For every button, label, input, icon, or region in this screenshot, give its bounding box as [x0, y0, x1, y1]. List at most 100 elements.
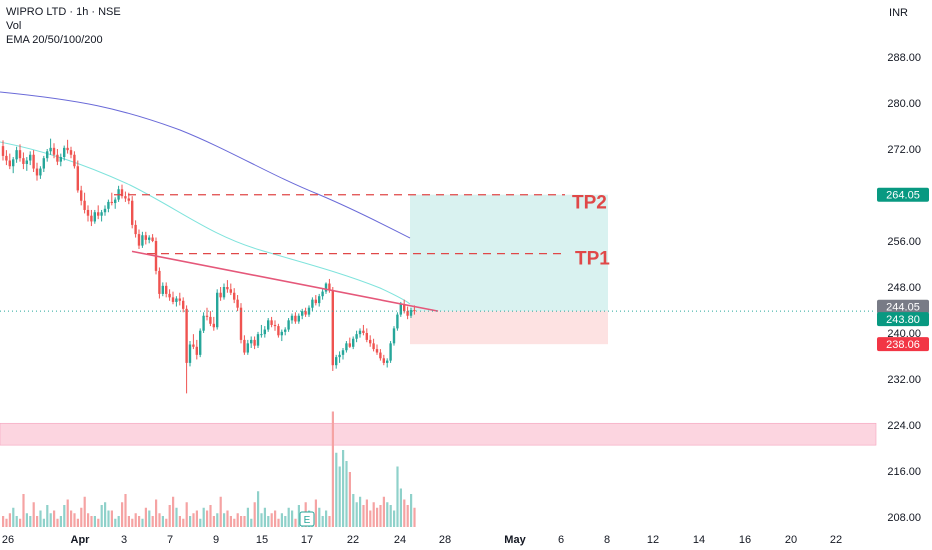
candle [97, 205, 100, 220]
candle [39, 166, 42, 179]
x-axis-tick: 3 [121, 534, 127, 546]
candle [335, 354, 338, 369]
candle [188, 341, 192, 367]
volume-bar [39, 510, 42, 527]
candle-body [114, 199, 117, 204]
candle-body [314, 299, 317, 304]
candle [226, 280, 229, 293]
ema-indicator-label[interactable]: EMA 20/50/100/200 [6, 34, 103, 46]
volume-bar [257, 491, 260, 527]
candle-body [73, 154, 76, 167]
candle-body [318, 296, 321, 304]
x-axis-tick: 20 [785, 534, 797, 546]
candle [358, 328, 362, 338]
candle [294, 312, 297, 324]
candle [59, 153, 62, 167]
candle-body [287, 320, 290, 330]
volume-bar [362, 505, 365, 527]
candle [161, 282, 164, 297]
volume-bar [155, 499, 158, 527]
candle [46, 149, 49, 162]
volume-bar [229, 516, 232, 527]
candle-body [345, 343, 348, 351]
candle-body [148, 237, 151, 240]
candle-body [341, 350, 345, 355]
candle [382, 354, 385, 366]
candle [86, 205, 90, 222]
candle [144, 231, 147, 245]
volume-bar [19, 518, 22, 527]
candle [151, 234, 154, 243]
candle [304, 307, 307, 317]
volume-bar [389, 505, 392, 527]
candle-body [212, 323, 215, 328]
candle-body [205, 315, 209, 317]
candle-body [389, 343, 392, 361]
earnings-marker-text: E [304, 515, 311, 526]
volume-bar [97, 518, 100, 527]
x-axis-tick: 28 [439, 534, 451, 546]
trendline [131, 250, 439, 312]
volume-bar [36, 516, 39, 527]
volume-bar [100, 505, 103, 527]
volume-indicator-label[interactable]: Vol [6, 20, 22, 32]
candle-body [131, 200, 134, 225]
chart-legend: WIPRO LTD · 1h · NSE Vol EMA 20/50/100/2… [6, 5, 121, 47]
volume-bar [42, 518, 45, 527]
candle [389, 341, 392, 363]
volume-bar [138, 516, 141, 527]
candle [209, 311, 212, 327]
candle-body [233, 292, 236, 300]
candle [15, 146, 18, 163]
volume-bar [379, 505, 382, 527]
candle-body [171, 297, 175, 302]
volume-bar [297, 505, 300, 527]
candle [69, 146, 73, 159]
x-axis-tick: 22 [347, 534, 359, 546]
candle-body [90, 215, 93, 222]
candle-body [178, 298, 181, 301]
candle-body [107, 201, 110, 209]
candle-body [369, 339, 372, 344]
volume-bar [270, 513, 273, 527]
currency-label[interactable]: INR [889, 7, 908, 19]
y-axis-tick: 208.00 [887, 512, 921, 524]
candle-body [284, 329, 287, 332]
volume-bar [369, 510, 372, 527]
candle-body [280, 331, 283, 336]
volume-bar [124, 494, 127, 527]
candle [256, 331, 260, 348]
candle-body [355, 334, 358, 339]
volume-bar [8, 513, 11, 527]
candle-body [141, 235, 144, 246]
volume-bar [83, 496, 86, 527]
candle-body [386, 360, 389, 363]
candle-body [195, 346, 198, 355]
candle [341, 347, 345, 360]
candle-body [253, 339, 256, 346]
volume-bar [294, 518, 297, 527]
candle-body [277, 326, 280, 336]
volume-bar [209, 505, 212, 527]
candle [1, 140, 5, 161]
volume-bar [226, 510, 229, 527]
volume-bar [236, 513, 239, 527]
candle [318, 293, 321, 307]
candle-body [307, 307, 311, 315]
candle [52, 143, 56, 159]
candle-body [97, 212, 100, 216]
volume-bar [413, 507, 416, 527]
symbol-title[interactable]: WIPRO LTD · 1h · NSE [6, 6, 121, 18]
candle-body [365, 333, 368, 340]
candle-body [52, 147, 56, 155]
candle-body [239, 307, 243, 340]
volume-bar [246, 507, 249, 527]
volume-bar [233, 518, 236, 527]
price-tag-bg [877, 187, 929, 202]
y-axis-tick: 240.00 [887, 328, 921, 340]
volume-bar [321, 516, 324, 527]
candle-body [413, 310, 416, 312]
volume-bar [199, 518, 202, 527]
volume-bar [284, 516, 287, 527]
